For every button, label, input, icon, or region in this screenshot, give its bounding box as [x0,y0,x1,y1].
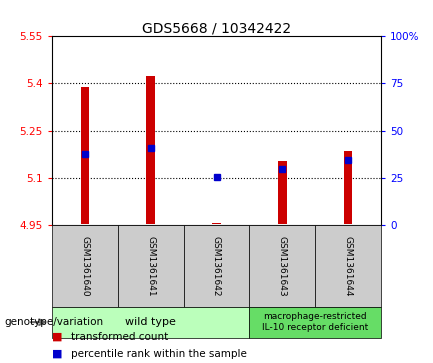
Text: transformed count: transformed count [71,331,169,342]
Text: GSM1361641: GSM1361641 [146,236,155,296]
Text: GSM1361644: GSM1361644 [344,236,352,296]
Bar [146,76,155,224]
Text: GSM1361642: GSM1361642 [212,236,221,296]
Text: ■: ■ [52,331,62,342]
Text: ■: ■ [52,349,62,359]
Title: GDS5668 / 10342422: GDS5668 / 10342422 [142,21,291,35]
Text: GSM1361640: GSM1361640 [81,236,89,296]
Text: genotype/variation: genotype/variation [4,317,103,327]
Bar [81,87,89,224]
Text: percentile rank within the sample: percentile rank within the sample [71,349,247,359]
Bar [212,223,221,224]
Bar [278,160,287,224]
Text: wild type: wild type [125,317,176,327]
Text: macrophage-restricted
IL-10 receptor deficient: macrophage-restricted IL-10 receptor def… [262,313,368,332]
Text: GSM1361643: GSM1361643 [278,236,287,296]
Bar [344,151,352,224]
